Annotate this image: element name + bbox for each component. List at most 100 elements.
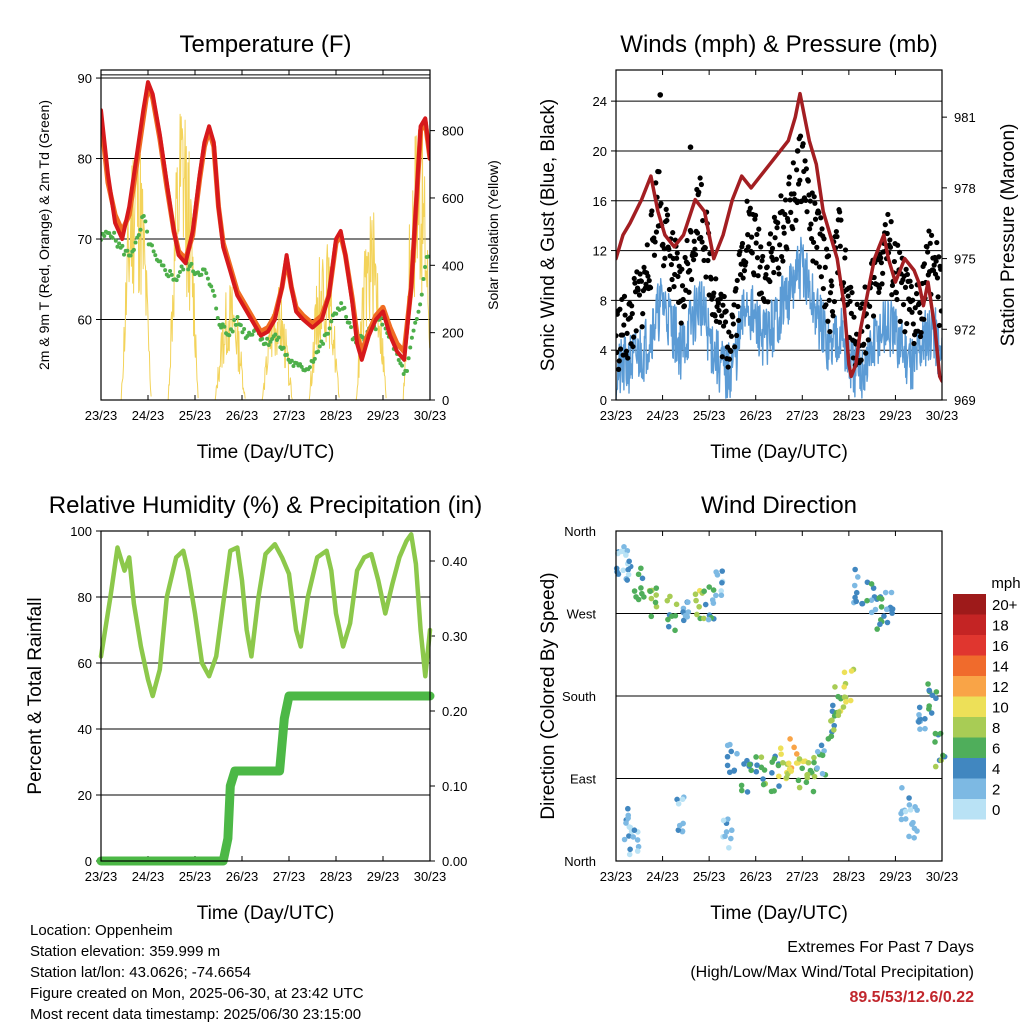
dewpoint-marker <box>166 274 171 279</box>
chart-title: Temperature (F) <box>179 31 351 58</box>
direction-marker <box>626 851 633 858</box>
gust-marker <box>679 266 685 272</box>
direction-marker <box>803 779 810 786</box>
x-tick-label: 25/23 <box>179 408 212 423</box>
direction-marker <box>810 788 817 795</box>
y-right-tick-label: 0 <box>442 393 449 408</box>
dewpoint-marker <box>406 356 411 361</box>
direction-marker <box>728 835 734 842</box>
direction-marker <box>701 615 707 622</box>
gust-marker <box>879 281 885 287</box>
gust-marker <box>700 217 706 224</box>
dewpoint-marker <box>334 311 339 316</box>
dewpoint-marker <box>209 284 214 289</box>
gust-marker <box>759 258 765 264</box>
dewpoint-marker <box>291 363 296 368</box>
direction-marker <box>710 600 717 606</box>
gust-marker <box>780 258 786 264</box>
direction-marker <box>753 768 760 775</box>
gust-marker <box>735 303 741 310</box>
gust-marker <box>794 167 800 173</box>
dewpoint-marker <box>145 229 150 234</box>
gust-marker <box>827 329 833 335</box>
direction-marker <box>775 762 782 769</box>
legend-label: 8 <box>992 720 1000 737</box>
direction-marker <box>910 819 916 826</box>
gust-marker <box>827 290 834 296</box>
dewpoint-marker <box>161 263 166 268</box>
direction-marker <box>922 725 928 732</box>
gust-marker <box>622 312 628 318</box>
gust-marker <box>895 242 901 248</box>
gust-marker <box>616 358 622 364</box>
direction-marker <box>821 748 827 754</box>
y-tick-label: North <box>564 524 596 539</box>
gust-marker <box>865 337 871 343</box>
direction-marker <box>728 748 735 755</box>
gust-marker <box>703 274 709 280</box>
y-tick-label: 20 <box>78 788 92 803</box>
gust-marker <box>833 228 839 235</box>
dewpoint-marker <box>163 268 168 273</box>
direction-marker <box>793 751 800 757</box>
gust-marker <box>780 224 787 230</box>
direction-marker <box>870 585 877 591</box>
x-tick-label: 27/23 <box>273 869 306 884</box>
pressure-line <box>616 91 942 383</box>
gust-marker <box>771 214 778 220</box>
dewpoint-marker <box>265 336 270 341</box>
direction-marker <box>864 597 870 604</box>
gust-marker <box>732 344 738 350</box>
gust-marker <box>826 297 832 303</box>
gust-marker <box>731 302 737 308</box>
gust-marker <box>935 294 941 300</box>
gust-marker <box>814 244 820 250</box>
gust-marker <box>696 189 702 195</box>
x-tick-label: 25/23 <box>693 869 726 884</box>
gust-marker <box>778 193 784 199</box>
dewpoint-marker <box>138 227 143 232</box>
legend-label: 2 <box>992 782 1000 799</box>
dewpoint-marker <box>250 332 255 337</box>
direction-marker <box>796 784 803 791</box>
gust-marker <box>752 212 759 218</box>
direction-marker <box>758 754 765 761</box>
y-tick-label: 24 <box>593 94 607 109</box>
direction-marker <box>720 817 727 824</box>
gust-marker <box>636 292 643 298</box>
chart-title: Relative Humidity (%) & Precipitation (i… <box>49 492 482 519</box>
gust-marker <box>889 282 896 289</box>
dewpoint-marker <box>413 320 418 325</box>
extremes-title: Extremes For Past 7 Days <box>787 939 974 956</box>
direction-marker <box>761 767 768 773</box>
gust-marker <box>845 293 851 299</box>
gust-marker <box>699 239 705 245</box>
gust-marker <box>684 237 690 244</box>
gust-marker <box>669 276 675 283</box>
dewpoint-marker <box>409 335 414 340</box>
gust-marker <box>617 346 624 352</box>
gust-marker <box>716 307 722 314</box>
y-axis-label: Sonic Wind & Gust (Blue, Black) <box>538 99 559 371</box>
gust-marker <box>790 160 796 166</box>
direction-marker <box>653 592 660 598</box>
dewpoint-marker <box>423 265 428 270</box>
gust-marker <box>779 254 785 260</box>
dewpoint-marker <box>342 305 347 310</box>
gust-marker <box>730 321 736 327</box>
gust-marker <box>649 208 655 214</box>
y-tick-label: 80 <box>78 590 92 605</box>
direction-marker <box>888 589 895 596</box>
direction-marker <box>726 769 733 776</box>
gust-marker <box>666 286 673 293</box>
gust-marker <box>621 322 627 328</box>
dewpoint-marker <box>215 316 220 321</box>
gust-marker <box>730 314 736 320</box>
dewpoint-marker <box>347 320 352 325</box>
gust-marker <box>616 349 620 356</box>
gust-marker <box>735 317 742 324</box>
gust-marker <box>717 296 723 302</box>
gust-marker <box>728 333 735 339</box>
y-tick-label: 20 <box>593 144 607 159</box>
gust-marker <box>819 226 825 232</box>
